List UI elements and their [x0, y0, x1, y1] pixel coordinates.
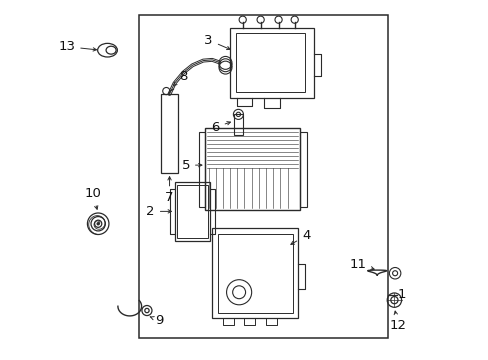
Circle shape — [97, 223, 99, 225]
Bar — [234, 114, 243, 135]
Bar — [139, 15, 387, 338]
Text: 7: 7 — [165, 177, 173, 204]
Text: 5: 5 — [181, 159, 202, 172]
Bar — [161, 94, 178, 173]
Bar — [230, 28, 314, 98]
Text: 6: 6 — [211, 121, 230, 134]
Bar — [198, 132, 204, 207]
Bar — [217, 234, 292, 313]
Text: 1: 1 — [397, 288, 406, 301]
Bar — [174, 182, 210, 241]
Text: 2: 2 — [146, 205, 171, 218]
Text: 3: 3 — [204, 33, 230, 50]
Text: 12: 12 — [388, 311, 406, 332]
Text: 8: 8 — [173, 70, 187, 86]
Bar — [300, 132, 306, 207]
Text: 9: 9 — [150, 314, 163, 327]
Bar — [235, 33, 305, 92]
Text: 10: 10 — [84, 188, 101, 209]
Text: 4: 4 — [290, 229, 309, 244]
Text: 13: 13 — [58, 40, 96, 53]
Bar — [204, 128, 300, 211]
Bar — [177, 185, 207, 238]
Text: 11: 11 — [349, 258, 373, 271]
Bar — [212, 228, 298, 318]
